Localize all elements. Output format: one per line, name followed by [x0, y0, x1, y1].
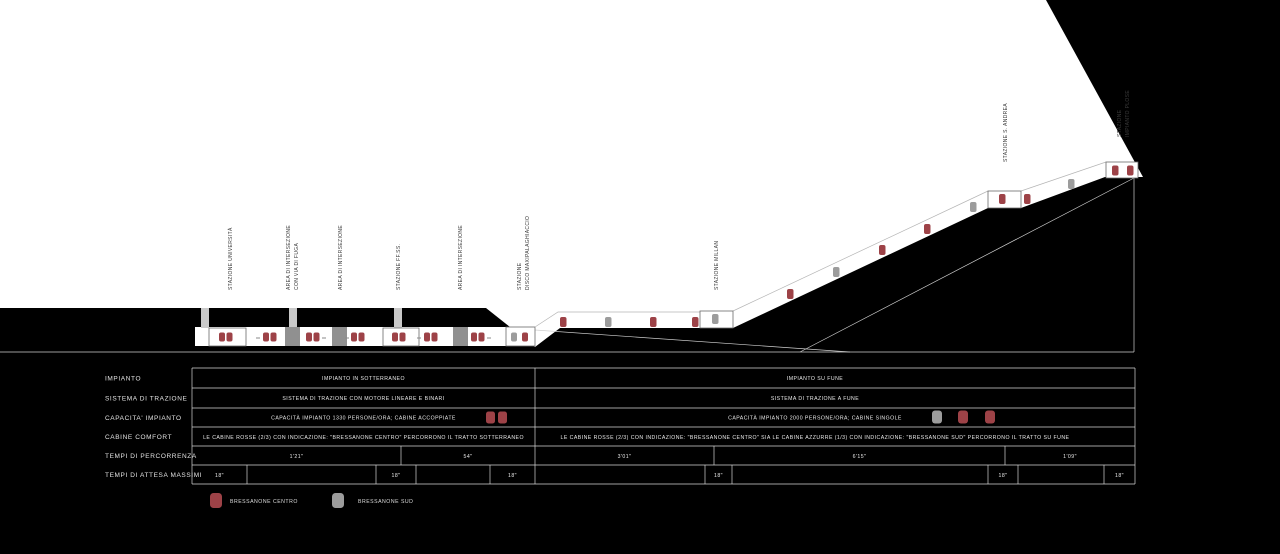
cell-comfort-fune: LE CABINE ROSSE (2/3) CON INDICAZIONE: "… [561, 435, 1070, 441]
cabin-red [486, 411, 495, 424]
row-label-capacita: CAPACITA' IMPIANTO [105, 415, 182, 422]
station-label-intersezione-2: AREA DI INTERSEZIONE [338, 225, 344, 290]
cell-impianto-fune: IMPIANTO SU FUNE [787, 376, 843, 382]
station-label-plose-1: STAZIONE [1117, 109, 1123, 137]
cabin-gray [712, 314, 719, 324]
station-label-intersezione-fuga-1: AREA DI INTERSEZIONE [286, 225, 292, 290]
station-label-millan: STAZIONE MILLAN [714, 241, 720, 290]
cabin-red [226, 332, 233, 342]
cabin-gray [605, 317, 612, 327]
cabin-red [351, 332, 357, 342]
station-label-disco-2: DISCO MAXIPALAGHIACCIO [525, 216, 531, 290]
cabin-red [219, 332, 225, 342]
cabin-red [358, 332, 365, 342]
intersection-block-2 [332, 327, 347, 346]
spec-table-grid [191, 367, 1136, 485]
cabin-gray [932, 410, 942, 424]
mountain-slope [535, 177, 1280, 352]
row-label-attesa: TEMPI DI ATTESA MASSIMI [105, 472, 202, 479]
intersection-block-1 [285, 327, 300, 346]
cabin-red [522, 332, 528, 342]
station-label-intersezione-3: AREA DI INTERSEZIONE [458, 225, 464, 290]
cabin-red [958, 410, 968, 424]
cabin-gray [833, 267, 840, 277]
cabin-red [263, 332, 269, 342]
stationbox-disco [505, 326, 536, 347]
cabin-red [650, 317, 657, 327]
cell-percorrenza-1: 1'21" [290, 454, 304, 460]
cabin-red [999, 194, 1006, 204]
cell-impianto-sotterraneo: IMPIANTO IN SOTTERRANEO [322, 376, 405, 382]
cell-percorrenza-3: 3'01" [618, 454, 632, 460]
cabin-red [1112, 165, 1119, 176]
shaft-ffss [394, 308, 402, 328]
shaft-via-di-fuga [289, 308, 297, 328]
cabin-red [431, 332, 438, 342]
shaft-universita [201, 308, 209, 328]
cabin-red [270, 332, 277, 342]
cell-percorrenza-2: 54" [464, 454, 473, 460]
cabin-gray [970, 202, 977, 212]
cabin-red [787, 289, 794, 299]
cable-cabins [560, 165, 1134, 327]
cabin-red [471, 332, 477, 342]
terrain-line-upper [799, 177, 1135, 353]
cabin-gray [1068, 179, 1075, 189]
cell-attesa-6: 18" [1115, 473, 1124, 479]
cabin-red [692, 317, 699, 327]
station-label-universita: STAZIONE UNIVERSITÀ [227, 227, 234, 290]
cell-capacita-sotterraneo: CAPACITÀ IMPIANTO 1330 PERSONE/ORA; CABI… [271, 415, 456, 422]
cabin-red [424, 332, 430, 342]
cabin-gray [511, 332, 517, 342]
cabin-red [478, 332, 485, 342]
cabin-red [1127, 165, 1134, 176]
legend-label-sud: BRESSANONE SUD [358, 499, 413, 505]
cell-attesa-3: 18" [508, 473, 517, 479]
row-label-trazione: SISTEMA DI TRAZIONE [105, 396, 187, 403]
cabin-red [313, 332, 320, 342]
cabin-red [392, 332, 398, 342]
cabin-red [560, 317, 567, 327]
station-label-sant-andrea: STAZIONE S. ANDREA [1003, 103, 1009, 162]
cell-attesa-4: 18" [714, 473, 723, 479]
cabin-red [1024, 194, 1031, 204]
mountain-peak-wedge [1046, 0, 1280, 177]
row-label-percorrenza: TEMPI DI PERCORRENZA [105, 453, 197, 460]
row-label-impianto: IMPIANTO [105, 376, 141, 383]
cabin-red [399, 332, 406, 342]
cable-line-slope2 [1020, 161, 1107, 192]
legend-label-centro: BRESSANONE CENTRO [230, 499, 298, 505]
cell-trazione-sotterraneo: SISTEMA DI TRAZIONE CON MOTORE LINEARE E… [282, 396, 444, 402]
cell-attesa-2: 18" [392, 473, 401, 479]
cabin-red [985, 410, 995, 424]
legend: BRESSANONE CENTRO BRESSANONE SUD [210, 493, 413, 508]
cable-line-flat [534, 311, 700, 328]
cabin-red [924, 224, 931, 234]
intersection-block-3 [453, 327, 468, 346]
cell-percorrenza-4: 6'15" [853, 454, 867, 460]
legend-gray-cabin-icon [332, 493, 344, 508]
cell-trazione-fune: SISTEMA DI TRAZIONE A FUNE [771, 396, 859, 402]
cabin-red [498, 411, 507, 424]
station-label-plose-2: IMPIANTO PLOSE [1125, 90, 1131, 137]
row-label-comfort: CABINE COMFORT [105, 434, 172, 441]
cell-capacita-fune: CAPACITÀ IMPIANTO 2000 PERSONE/ORA; CABI… [728, 415, 902, 422]
cable-line-slope1 [732, 190, 989, 312]
cell-comfort-sotterraneo: LE CABINE ROSSE (2/3) CON INDICAZIONE: "… [203, 435, 524, 441]
terrain-line-lower [534, 329, 851, 353]
cabin-red [306, 332, 312, 342]
tunnel-cabin-pairs [219, 332, 491, 342]
station-label-intersezione-fuga-2: CON VIA DI FUGA [294, 242, 300, 290]
station-label-ffss: STAZIONE FF.SS. [396, 244, 402, 290]
cell-percorrenza-5: 1'09" [1063, 454, 1077, 460]
legend-red-cabin-icon [210, 493, 222, 508]
station-label-disco-1: STAZIONE [517, 262, 523, 290]
cabin-red [879, 245, 886, 255]
cell-attesa-1: 18" [215, 473, 224, 479]
cell-attesa-5: 18" [999, 473, 1008, 479]
